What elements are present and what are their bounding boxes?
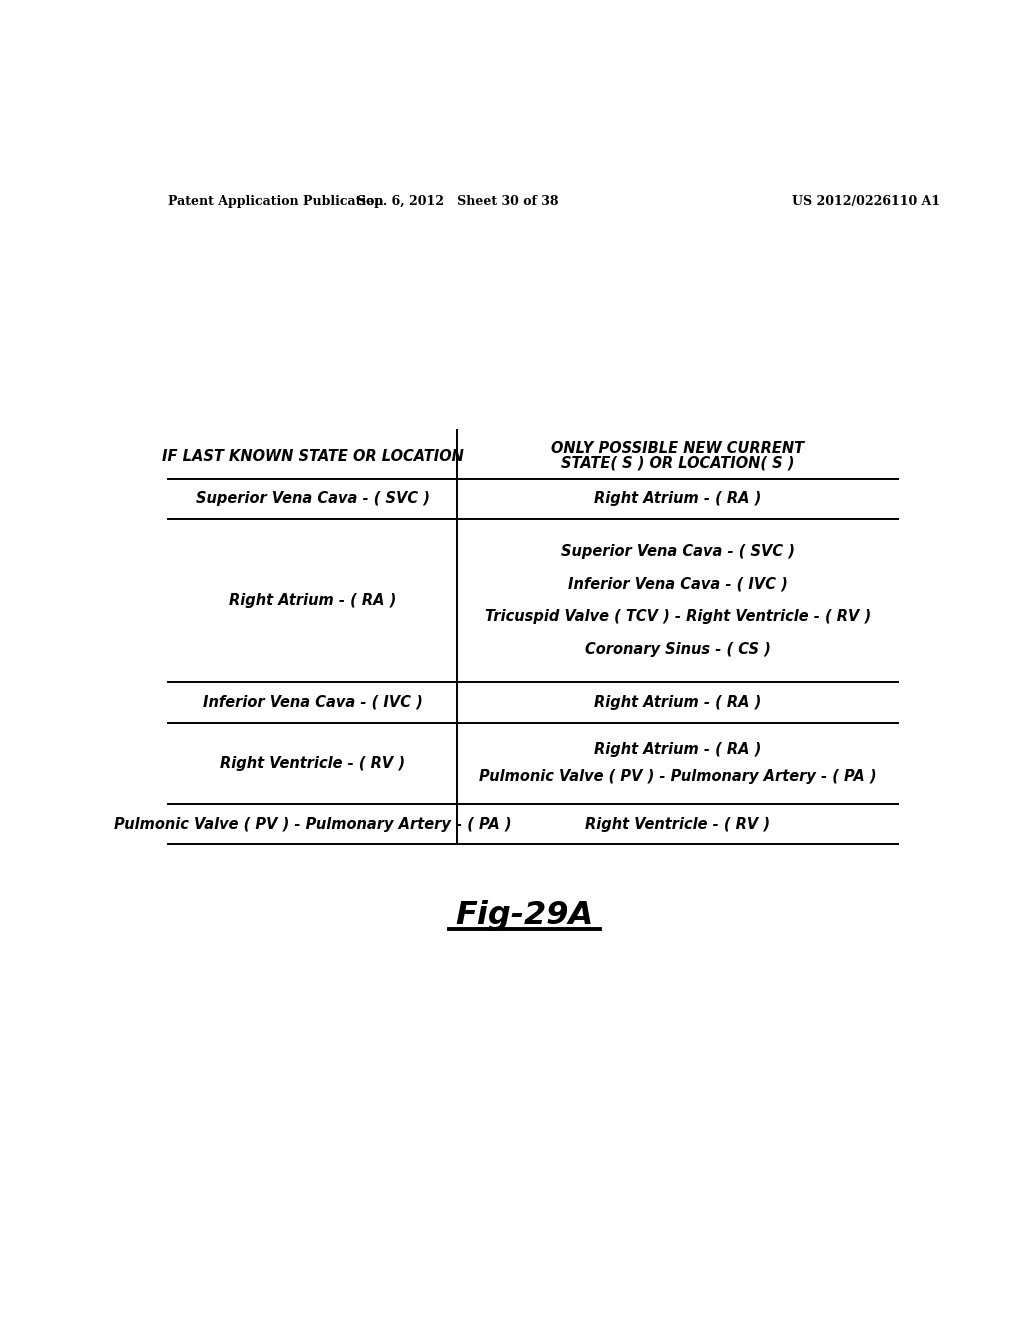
Text: Coronary Sinus - ( CS ): Coronary Sinus - ( CS ): [585, 642, 770, 657]
Text: Right Atrium - ( RA ): Right Atrium - ( RA ): [594, 491, 761, 507]
Text: Right Ventricle - ( RV ): Right Ventricle - ( RV ): [585, 817, 770, 832]
Text: Fig-29A: Fig-29A: [456, 900, 594, 931]
Text: IF LAST KNOWN STATE OR LOCATION: IF LAST KNOWN STATE OR LOCATION: [162, 449, 464, 463]
Text: Inferior Vena Cava - ( IVC ): Inferior Vena Cava - ( IVC ): [567, 577, 787, 591]
Text: US 2012/0226110 A1: US 2012/0226110 A1: [792, 194, 940, 207]
Text: Pulmonic Valve ( PV ) - Pulmonary Artery - ( PA ): Pulmonic Valve ( PV ) - Pulmonary Artery…: [479, 770, 877, 784]
Text: Right Ventricle - ( RV ): Right Ventricle - ( RV ): [220, 755, 406, 771]
Text: Inferior Vena Cava - ( IVC ): Inferior Vena Cava - ( IVC ): [203, 694, 422, 710]
Text: ONLY POSSIBLE NEW CURRENT: ONLY POSSIBLE NEW CURRENT: [551, 441, 804, 455]
Text: Pulmonic Valve ( PV ) - Pulmonary Artery - ( PA ): Pulmonic Valve ( PV ) - Pulmonary Artery…: [114, 817, 511, 832]
Text: Right Atrium - ( RA ): Right Atrium - ( RA ): [594, 742, 761, 758]
Text: Superior Vena Cava - ( SVC ): Superior Vena Cava - ( SVC ): [560, 544, 795, 560]
Text: STATE( S ) OR LOCATION( S ): STATE( S ) OR LOCATION( S ): [561, 455, 795, 471]
Text: Patent Application Publication: Patent Application Publication: [168, 194, 383, 207]
Text: Sep. 6, 2012   Sheet 30 of 38: Sep. 6, 2012 Sheet 30 of 38: [356, 194, 558, 207]
Text: Right Atrium - ( RA ): Right Atrium - ( RA ): [229, 593, 396, 609]
Text: Right Atrium - ( RA ): Right Atrium - ( RA ): [594, 694, 761, 710]
Text: Superior Vena Cava - ( SVC ): Superior Vena Cava - ( SVC ): [196, 491, 429, 507]
Text: Tricuspid Valve ( TCV ) - Right Ventricle - ( RV ): Tricuspid Valve ( TCV ) - Right Ventricl…: [484, 610, 870, 624]
